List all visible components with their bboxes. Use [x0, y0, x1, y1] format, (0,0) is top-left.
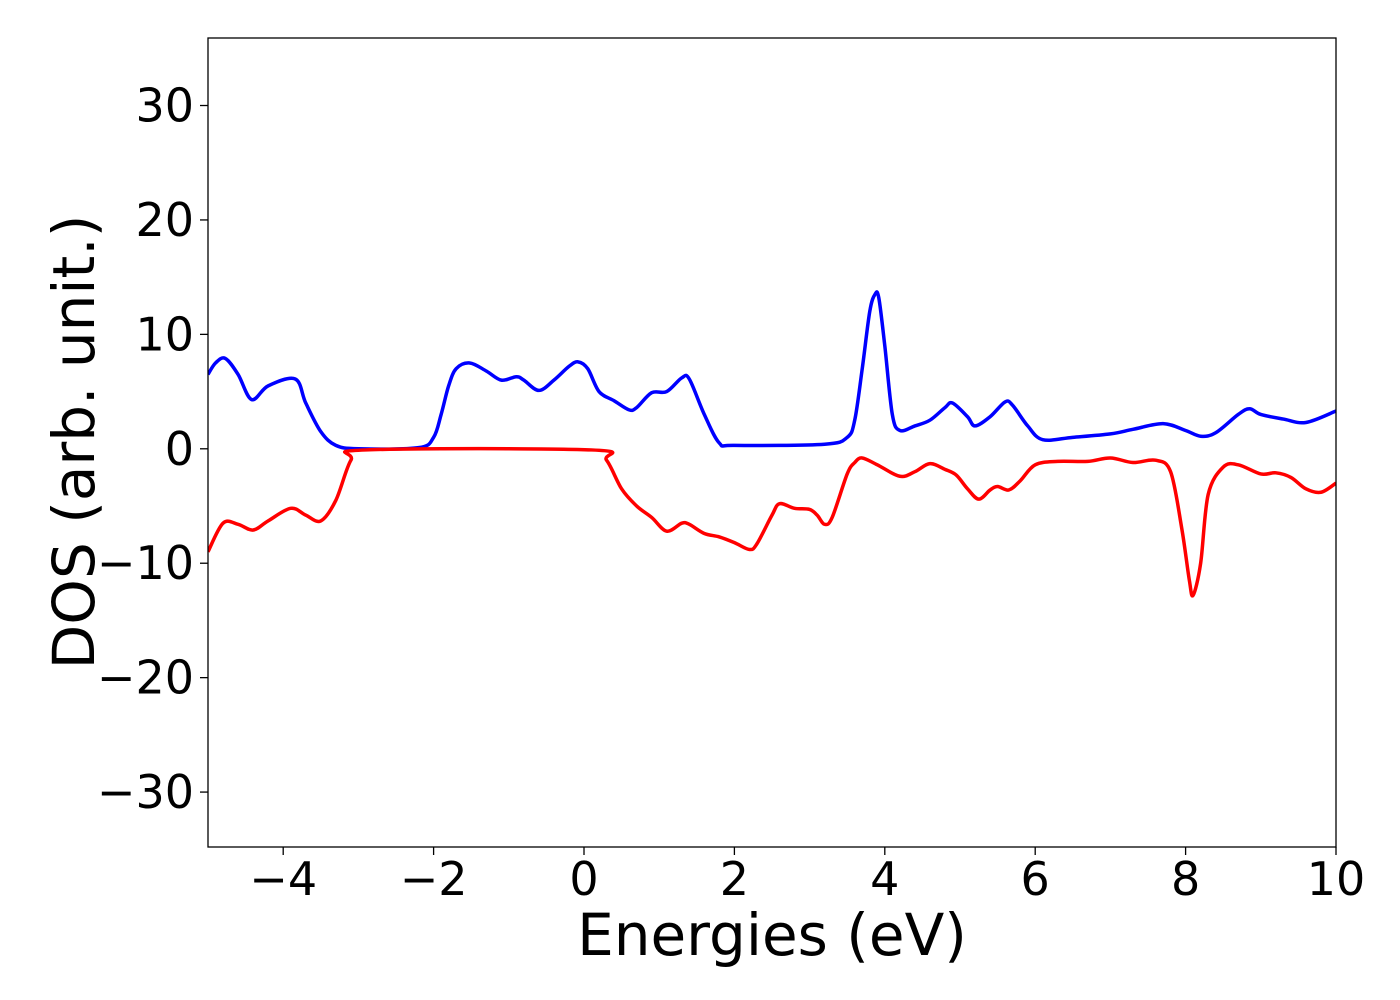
x-tick-label: 8 — [1171, 852, 1200, 906]
dos-line — [208, 446, 1336, 598]
y-tick-label: 20 — [135, 193, 194, 247]
y-tick-label: −30 — [97, 765, 194, 819]
x-tick-label: 10 — [1307, 852, 1366, 906]
plot-lines — [208, 290, 1336, 598]
plot-frame — [207, 37, 1337, 848]
x-axis-label: Energies (eV) — [577, 901, 967, 969]
x-tick-label: −4 — [249, 852, 317, 906]
dos-line — [208, 290, 1336, 451]
x-tick-label: −2 — [400, 852, 468, 906]
y-tick-label: −20 — [97, 651, 194, 705]
x-tick-label: 0 — [569, 852, 598, 906]
y-axis-label: DOS (arb. unit.) — [40, 215, 108, 670]
y-tick-label: 0 — [165, 422, 194, 476]
y-tick-label: 30 — [135, 79, 194, 133]
x-tick-label: 6 — [1021, 852, 1050, 906]
x-tick-label: 2 — [720, 852, 749, 906]
x-tick-label: 4 — [870, 852, 899, 906]
y-tick-label: −10 — [97, 536, 194, 590]
y-tick-label: 10 — [135, 307, 194, 361]
